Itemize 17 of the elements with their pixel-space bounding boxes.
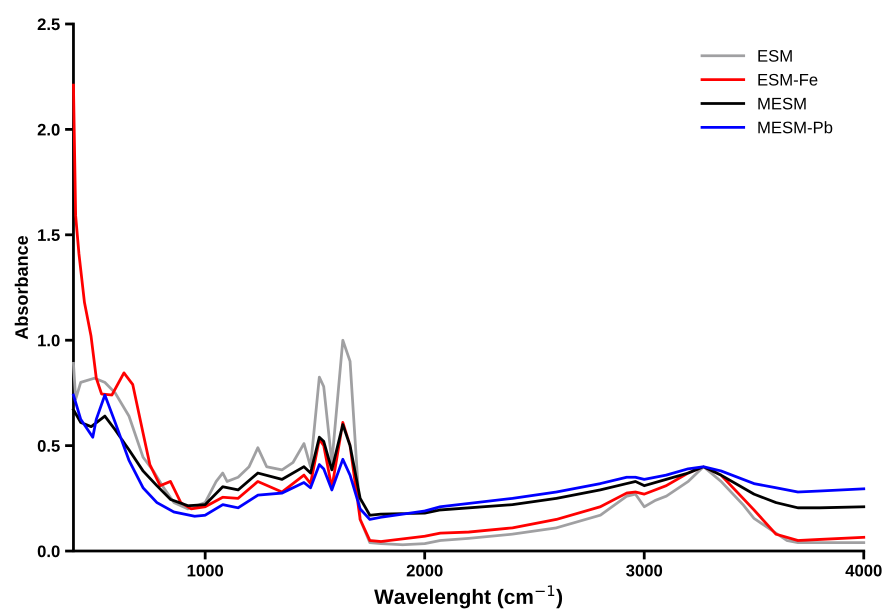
legend-label: ESM-Fe bbox=[758, 74, 818, 86]
legend-label: MESM-Pb bbox=[758, 121, 832, 134]
y-tick-label: 0.0 bbox=[38, 545, 60, 558]
x-tick-label: 3000 bbox=[626, 564, 662, 576]
y-tick-label: 1.5 bbox=[38, 229, 60, 242]
y-tick-label: 2.0 bbox=[38, 124, 60, 136]
line-series bbox=[72, 338, 866, 546]
x-tick-label: 1000 bbox=[188, 564, 224, 576]
y-tick-label: 0.5 bbox=[38, 440, 60, 452]
x-axis-title: Wavelenght (cm$^{−1}$) bbox=[374, 585, 562, 608]
legend-label: ESM bbox=[758, 50, 792, 62]
y-tick-label: 1.0 bbox=[38, 334, 60, 346]
x-tick-label: 4000 bbox=[845, 564, 882, 576]
y-axis-title: Absorbance bbox=[14, 236, 28, 340]
x-tick-label: 2000 bbox=[406, 564, 443, 576]
y-tick-label: 2.5 bbox=[38, 18, 60, 30]
legend-label: MESM bbox=[758, 98, 806, 110]
